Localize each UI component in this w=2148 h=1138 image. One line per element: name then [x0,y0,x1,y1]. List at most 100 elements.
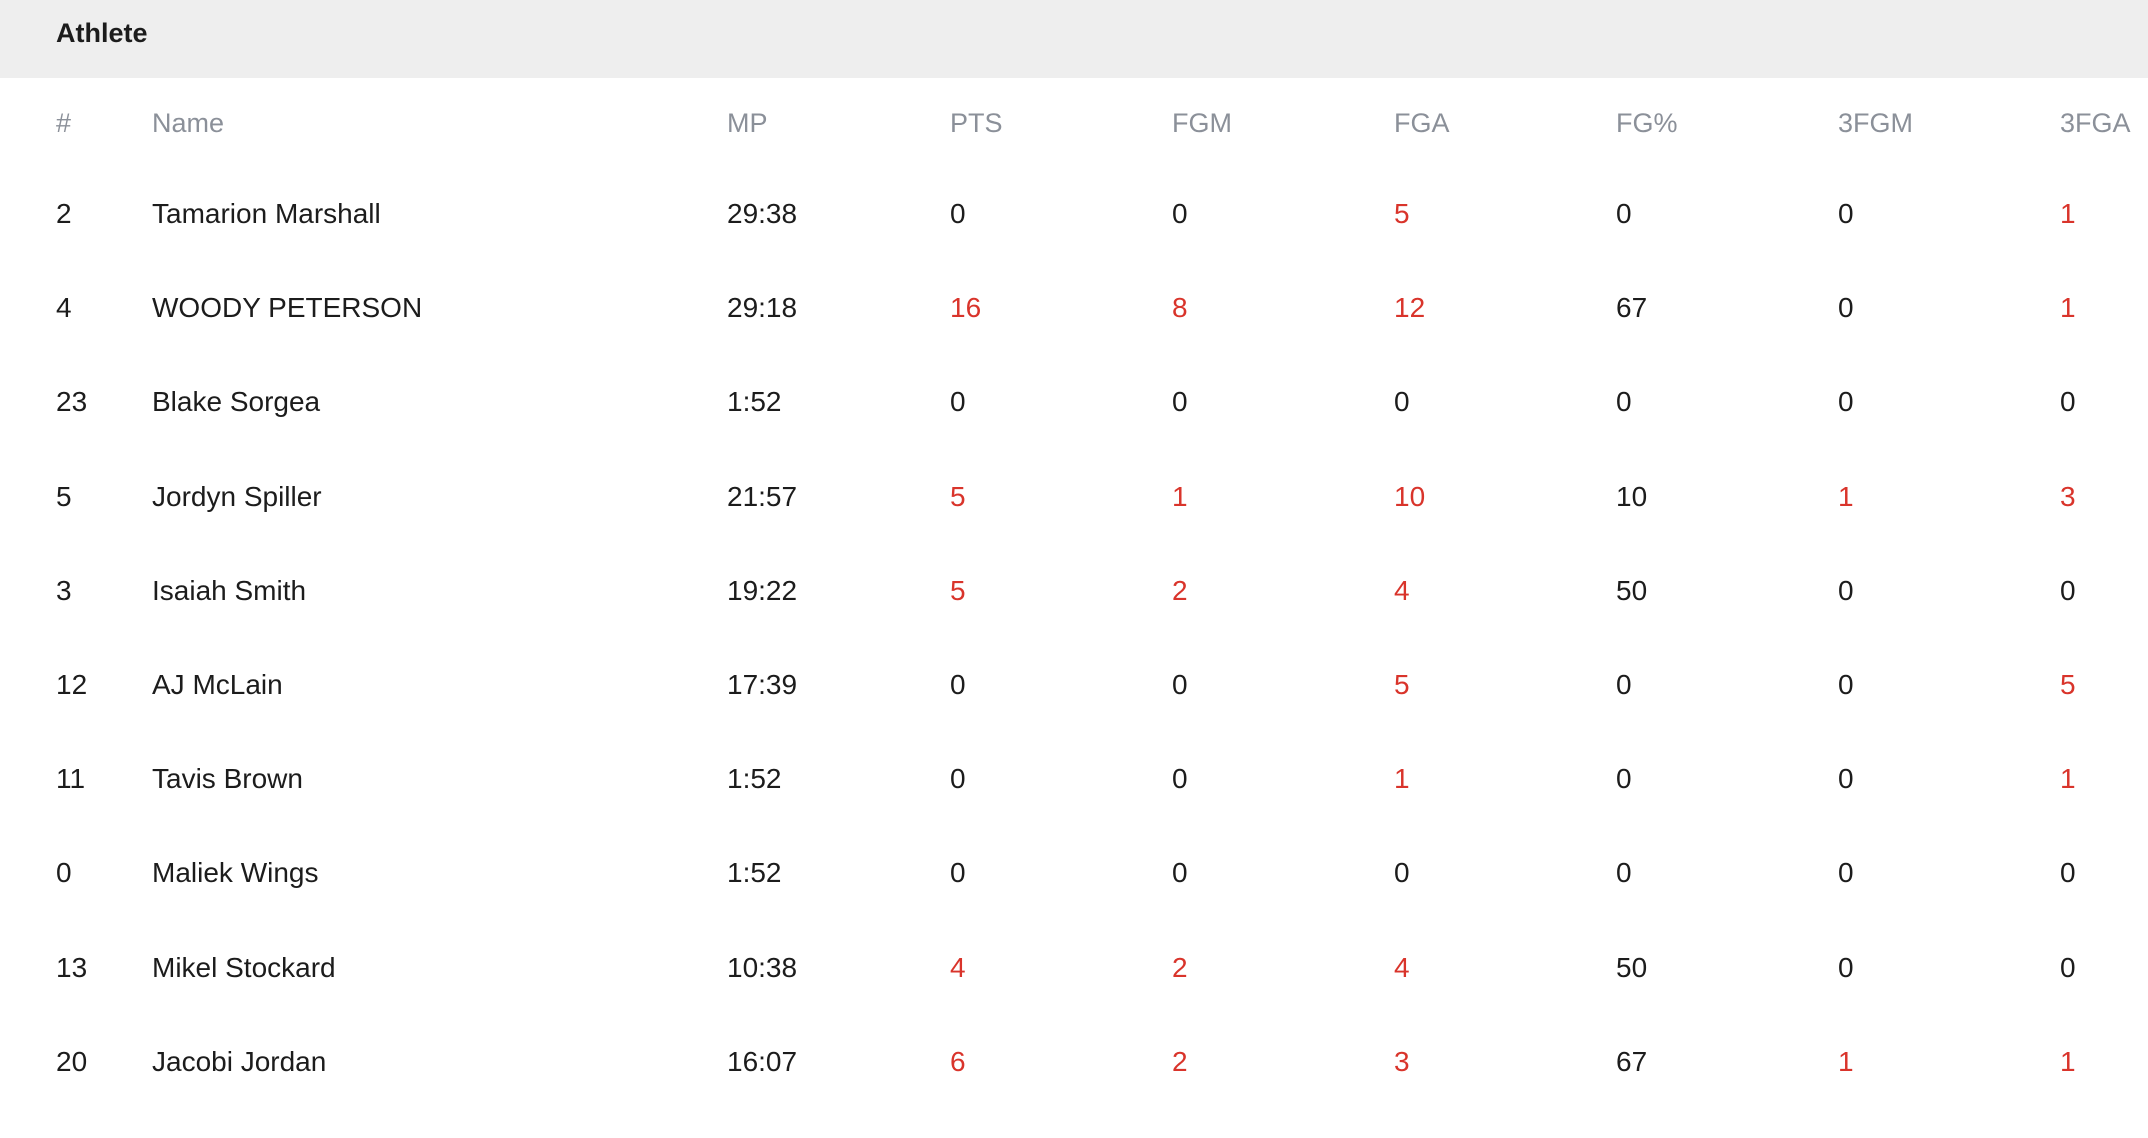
cell-mp: 1:52 [727,386,782,418]
player-name: Blake Sorgea [152,386,321,418]
cell-3fga: 0 [2060,857,2076,889]
cell-fga: 0 [1394,857,1410,889]
cell-3fgm: 0 [1838,198,1854,229]
table-row: 5 Jordyn Spiller 21:57 5 1 10 10 1 3 [0,450,2148,544]
cell-number: 0 [56,857,72,889]
cell-number: 4 [56,292,72,324]
cell-fg-pct: 10 [1616,480,1648,512]
cell-mp: 21:57 [727,480,798,512]
table-row: 0 Maliek Wings 1:52 0 0 0 0 0 0 [0,826,2148,920]
player-name: Mikel Stockard [152,951,336,983]
cell-3fga: 5 [2060,669,2076,700]
cell-fg-pct: 0 [1616,763,1632,795]
cell-3fgm: 0 [1838,574,1854,606]
cell-fg-pct: 0 [1616,669,1632,700]
cell-pts: 0 [950,763,966,795]
column-header-3fgm[interactable]: 3FGM [1838,108,1914,138]
cell-mp: 29:38 [727,198,798,229]
column-header-3fga[interactable]: 3FGA [2060,108,2131,138]
cell-fga: 12 [1394,292,1426,324]
table-row: 13 Mikel Stockard 10:38 4 2 4 50 0 0 [0,921,2148,1015]
player-name: Tavis Brown [152,763,303,795]
cell-fga: 3 [1394,1045,1410,1077]
cell-fg-pct: 67 [1616,1045,1648,1077]
cell-3fga: 0 [2060,951,2076,983]
table-row: 3 Isaiah Smith 19:22 5 2 4 50 0 0 [0,544,2148,638]
cell-3fgm: 0 [1838,857,1854,889]
player-name: Jacobi Jordan [152,1045,327,1077]
player-name: Tamarion Marshall [152,198,381,229]
cell-number: 11 [56,763,86,795]
column-header-number[interactable]: # [56,108,72,138]
cell-mp: 19:22 [727,574,798,606]
cell-fg-pct: 0 [1616,386,1632,418]
cell-fgm: 2 [1172,1045,1188,1077]
athlete-section-header: Athlete [0,0,2148,78]
cell-mp: 17:39 [727,669,798,700]
table-row: 23 Blake Sorgea 1:52 0 0 0 0 0 0 [0,355,2148,449]
column-header-fg-pct[interactable]: FG% [1616,108,1678,138]
cell-number: 12 [56,669,88,700]
cell-mp: 16:07 [727,1045,798,1077]
cell-number: 2 [56,198,72,229]
cell-3fgm: 0 [1838,951,1854,983]
cell-pts: 0 [950,669,966,700]
cell-3fgm: 1 [1838,480,1854,512]
cell-fgm: 2 [1172,574,1188,606]
cell-3fgm: 1 [1838,1045,1854,1077]
cell-3fga: 1 [2060,1045,2076,1077]
column-header-pts[interactable]: PTS [950,108,1003,138]
cell-pts: 0 [950,857,966,889]
cell-pts: 6 [950,1045,966,1077]
cell-fg-pct: 0 [1616,198,1632,229]
cell-fga: 4 [1394,574,1410,606]
column-header-fgm[interactable]: FGM [1172,108,1232,138]
cell-fg-pct: 0 [1616,857,1632,889]
cell-3fga: 0 [2060,386,2076,418]
cell-fgm: 0 [1172,857,1188,889]
table-header-row: # Name MP PTS FGM FGA FG% 3FGM 3FGA [0,76,2148,170]
cell-mp: 1:52 [727,857,782,889]
cell-3fgm: 0 [1838,763,1854,795]
player-name: Jordyn Spiller [152,480,322,512]
cell-mp: 1:52 [727,763,782,795]
table-row: 20 Jacobi Jordan 16:07 6 2 3 67 1 1 [0,1015,2148,1109]
player-name: Isaiah Smith [152,574,307,606]
cell-3fga: 1 [2060,763,2076,795]
cell-pts: 0 [950,198,966,229]
player-name: AJ McLain [152,669,283,700]
cell-number: 23 [56,386,88,418]
cell-fga: 0 [1394,386,1410,418]
cell-fg-pct: 50 [1616,951,1648,983]
cell-number: 20 [56,1045,88,1077]
cell-fga: 10 [1394,480,1426,512]
cell-fgm: 8 [1172,292,1188,324]
cell-fgm: 0 [1172,198,1188,229]
cell-pts: 0 [950,386,966,418]
cell-fga: 5 [1394,669,1410,700]
cell-number: 3 [56,574,72,606]
cell-number: 5 [56,480,72,512]
cell-3fgm: 0 [1838,292,1854,324]
section-title: Athlete [56,18,148,48]
cell-fgm: 1 [1172,480,1188,512]
cell-fg-pct: 67 [1616,292,1648,324]
table-row: 12 AJ McLain 17:39 0 0 5 0 0 5 [0,638,2148,732]
cell-fga: 1 [1394,763,1410,795]
column-header-fga[interactable]: FGA [1394,108,1450,138]
column-header-name[interactable]: Name [152,108,225,138]
player-name: Maliek Wings [152,857,319,889]
cell-pts: 5 [950,480,966,512]
column-header-mp[interactable]: MP [727,108,768,138]
cell-3fgm: 0 [1838,669,1854,700]
cell-mp: 29:18 [727,292,798,324]
table-row: 4 WOODY PETERSON 29:18 16 8 12 67 0 1 [0,261,2148,355]
cell-3fga: 0 [2060,574,2076,606]
table-row: 2 Tamarion Marshall 29:38 0 0 5 0 0 1 [0,167,2148,261]
cell-fga: 4 [1394,951,1410,983]
cell-3fga: 3 [2060,480,2076,512]
cell-3fga: 1 [2060,198,2076,229]
cell-pts: 5 [950,574,966,606]
cell-fgm: 2 [1172,951,1188,983]
table-row: 11 Tavis Brown 1:52 0 0 1 0 0 1 [0,732,2148,826]
